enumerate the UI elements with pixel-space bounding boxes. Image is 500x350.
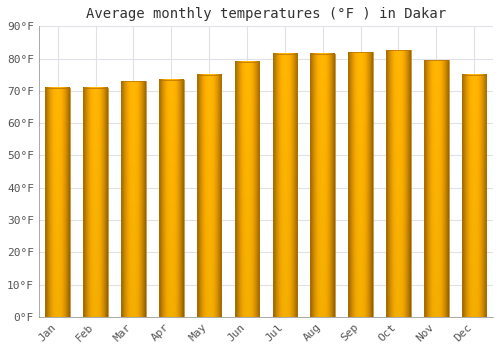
Bar: [462, 75, 486, 317]
Bar: [424, 60, 448, 317]
Bar: [386, 50, 410, 317]
Bar: [348, 52, 373, 317]
Bar: [310, 54, 335, 317]
Bar: [197, 75, 222, 317]
Title: Average monthly temperatures (°F ) in Dakar: Average monthly temperatures (°F ) in Da…: [86, 7, 446, 21]
Bar: [234, 62, 260, 317]
Bar: [272, 54, 297, 317]
Bar: [159, 79, 184, 317]
Bar: [84, 88, 108, 317]
Bar: [46, 88, 70, 317]
Bar: [121, 81, 146, 317]
